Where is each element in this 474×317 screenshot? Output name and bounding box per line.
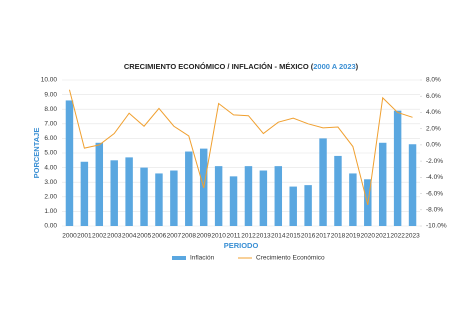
title-part: 2000 A 2023 bbox=[313, 62, 355, 71]
y-tick-label: 4.00 bbox=[44, 164, 57, 171]
x-tick-label: 2019 bbox=[346, 233, 361, 240]
legend-label: Inflación bbox=[190, 255, 215, 262]
x-tick-label: 2001 bbox=[77, 233, 92, 240]
bar bbox=[185, 151, 193, 226]
bar bbox=[65, 100, 74, 226]
y-tick-label: 7.00 bbox=[44, 121, 57, 128]
y-tick-label: 3.00 bbox=[44, 179, 57, 186]
x-axis-label: PERIODO bbox=[224, 241, 259, 250]
y2-tick-label: 4.0% bbox=[426, 109, 441, 116]
x-tick-label: 2002 bbox=[92, 233, 107, 240]
y2-tick-label: -6.0% bbox=[426, 190, 443, 197]
bar bbox=[95, 142, 104, 226]
x-tick-label: 2000 bbox=[62, 233, 77, 240]
y-tick-label: 10.00 bbox=[41, 77, 58, 84]
x-tick-label: 2015 bbox=[286, 233, 301, 240]
x-tick-label: 2003 bbox=[107, 233, 122, 240]
y2-tick-label: -8.0% bbox=[426, 206, 443, 213]
bar bbox=[319, 138, 327, 226]
y-tick-label: 1.00 bbox=[44, 208, 57, 215]
legend-label: Crecimiento Económico bbox=[256, 255, 325, 262]
y2-tick-label: 0.0% bbox=[426, 142, 441, 149]
y-tick-label: 5.00 bbox=[44, 150, 57, 157]
x-tick-label: 2017 bbox=[316, 233, 331, 240]
line bbox=[68, 89, 413, 206]
x-tick-label: 2008 bbox=[182, 233, 197, 240]
y-tick-label: 8.00 bbox=[44, 106, 57, 113]
x-tick-label: 2005 bbox=[137, 233, 152, 240]
bar bbox=[244, 166, 253, 226]
y2-tick-label: -4.0% bbox=[426, 174, 443, 181]
y2-tick-label: -2.0% bbox=[426, 158, 443, 165]
bar bbox=[140, 167, 148, 226]
x-tick-label: 2023 bbox=[405, 233, 420, 240]
bar bbox=[80, 161, 89, 226]
bar bbox=[349, 173, 357, 226]
x-tick-label: 2010 bbox=[211, 233, 226, 240]
x-tick-label: 2014 bbox=[271, 233, 286, 240]
x-tick-label: 2020 bbox=[361, 233, 376, 240]
x-tick-label: 2018 bbox=[331, 233, 346, 240]
x-tick-label: 2021 bbox=[375, 233, 390, 240]
y-tick-label: 9.00 bbox=[44, 91, 57, 98]
x-tick-label: 2016 bbox=[301, 233, 316, 240]
bar bbox=[393, 110, 402, 226]
bar bbox=[304, 185, 312, 226]
y2-tick-label: 8.0% bbox=[426, 77, 441, 84]
y-tick-label: 6.00 bbox=[44, 135, 57, 142]
bar bbox=[155, 173, 163, 226]
bar bbox=[259, 170, 268, 226]
y-tick-label: 2.00 bbox=[44, 194, 57, 201]
bar bbox=[408, 144, 417, 226]
bar bbox=[214, 166, 223, 226]
bar bbox=[125, 157, 133, 226]
y-axis-label: PORCENTAJE bbox=[32, 128, 41, 179]
x-tick-label: 2012 bbox=[241, 233, 256, 240]
y2-tick-label: -10.0% bbox=[426, 223, 447, 230]
y2-tick-label: 2.0% bbox=[426, 125, 441, 132]
bar bbox=[378, 142, 387, 226]
x-tick-label: 2022 bbox=[390, 233, 405, 240]
x-tick-label: 2004 bbox=[122, 233, 137, 240]
x-tick-label: 2009 bbox=[196, 233, 211, 240]
x-tick-label: 2013 bbox=[256, 233, 271, 240]
title-part: ) bbox=[356, 62, 359, 71]
bar bbox=[229, 176, 238, 226]
x-tick-label: 2011 bbox=[227, 233, 241, 240]
y-tick-label: 0.00 bbox=[44, 223, 57, 230]
chart-title: CRECIMIENTO ECONÓMICO / INFLACIÓN - MÉXI… bbox=[124, 62, 359, 71]
y2-tick-label: 6.0% bbox=[426, 93, 441, 100]
x-tick-label: 2007 bbox=[167, 233, 182, 240]
bar bbox=[274, 166, 283, 226]
bar bbox=[289, 186, 297, 226]
title-part: CRECIMIENTO ECONÓMICO / INFLACIÓN - MÉXI… bbox=[124, 62, 314, 71]
bar bbox=[170, 170, 178, 226]
x-tick-label: 2006 bbox=[152, 233, 167, 240]
bar bbox=[110, 160, 118, 226]
legend-swatch bbox=[172, 256, 186, 260]
bar bbox=[334, 155, 342, 226]
